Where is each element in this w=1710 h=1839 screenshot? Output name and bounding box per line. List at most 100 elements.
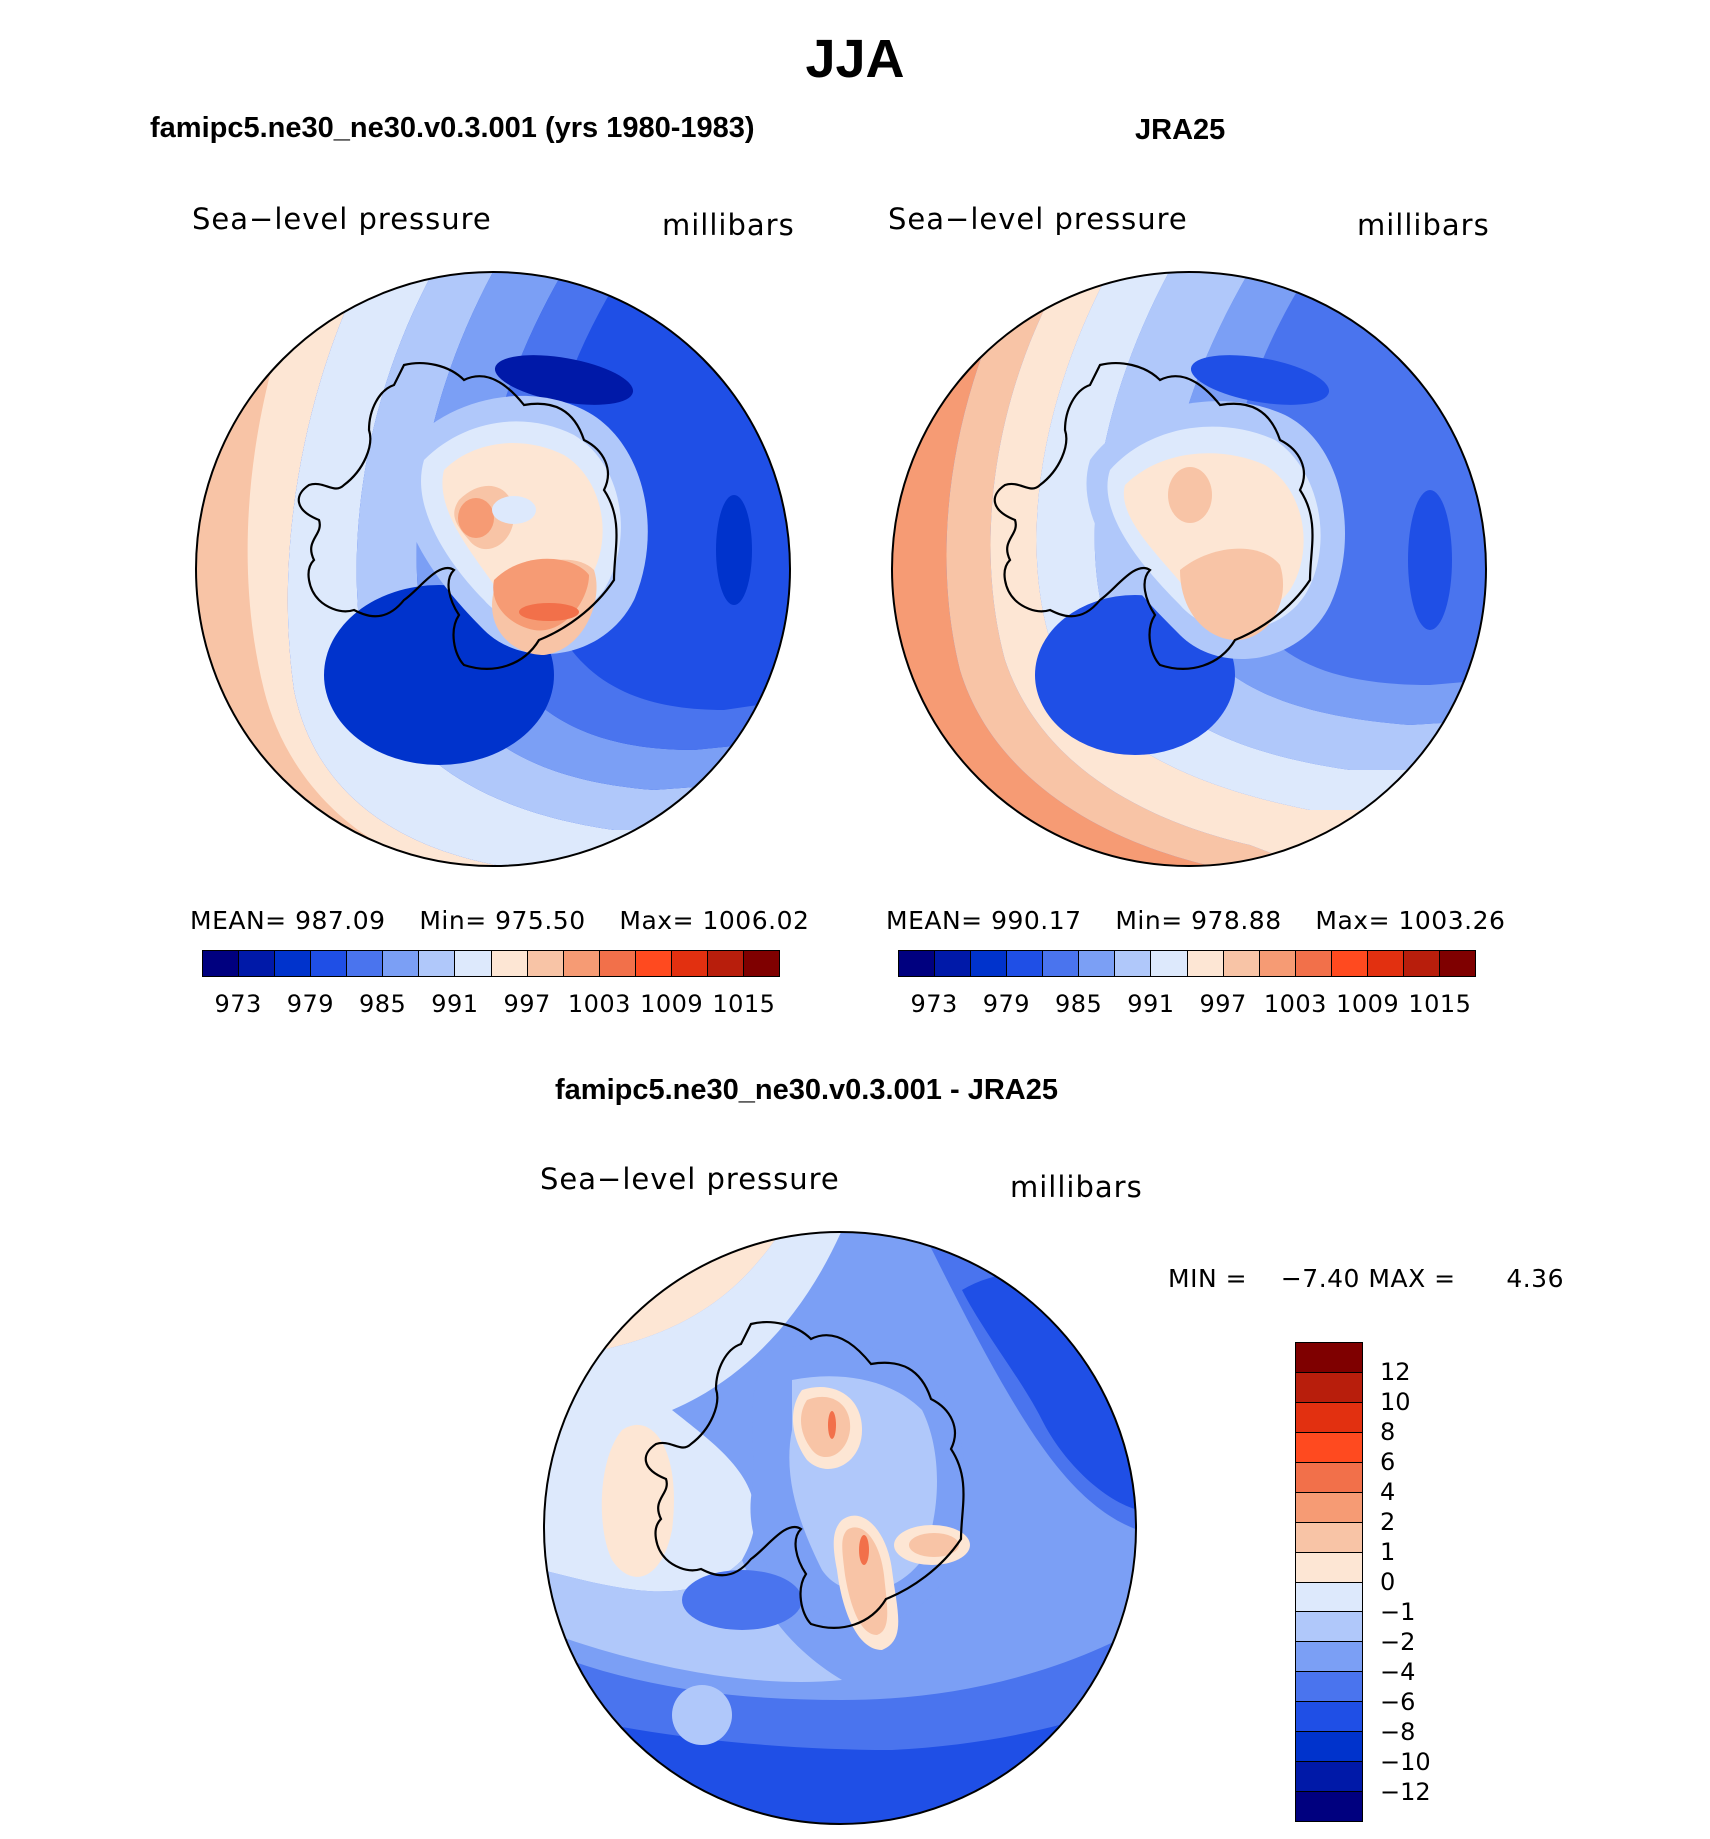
colorbar-box (1367, 951, 1404, 976)
obs-max-value: 1003.26 (1398, 906, 1506, 935)
model-colorbar-ticks: 973 979 985 991 997 1003 1009 1015 (202, 990, 780, 1020)
colorbar-tick-label: 991 (1127, 990, 1175, 1018)
colorbar-box (347, 951, 384, 976)
colorbar-box (743, 951, 779, 976)
colorbar-tick-label: 1015 (1408, 990, 1472, 1018)
colorbar-tick-label: −4 (1380, 1658, 1416, 1686)
colorbar-box (899, 951, 936, 976)
diff-min-label: MIN = (1168, 1264, 1248, 1293)
obs-max-label: Max= (1315, 906, 1391, 935)
colorbar-box (935, 951, 972, 976)
colorbar-tick-label: −12 (1380, 1778, 1431, 1806)
colorbar-box (1296, 1522, 1362, 1553)
colorbar-box (1296, 1612, 1362, 1643)
model-panel-title: famipc5.ne30_ne30.v0.3.001 (yrs 1980-198… (150, 112, 755, 144)
model-variable-label: Sea−level pressure (192, 202, 492, 236)
colorbar-box (1296, 1792, 1362, 1821)
colorbar-box (1296, 1492, 1362, 1523)
colorbar-box (671, 951, 708, 976)
colorbar-tick-label: 1003 (567, 990, 631, 1018)
colorbar-box (275, 951, 312, 976)
diff-colorbar (1295, 1342, 1363, 1822)
colorbar-box (1331, 951, 1368, 976)
colorbar-tick-label: −8 (1380, 1718, 1416, 1746)
colorbar-tick-label: −6 (1380, 1688, 1416, 1716)
colorbar-box (707, 951, 744, 976)
colorbar-box (635, 951, 672, 976)
colorbar-tick-label: 12 (1380, 1358, 1411, 1386)
colorbar-box (1296, 1642, 1362, 1673)
colorbar-box (1079, 951, 1116, 976)
colorbar-box (1296, 1732, 1362, 1763)
colorbar-box (203, 951, 240, 976)
colorbar-box (1296, 1462, 1362, 1493)
colorbar-box (1187, 951, 1224, 976)
colorbar-box (1439, 951, 1475, 976)
model-mean-value: 987.09 (295, 906, 386, 935)
colorbar-tick-label: 10 (1380, 1388, 1411, 1416)
diff-panel-title: famipc5.ne30_ne30.v0.3.001 - JRA25 (555, 1074, 1058, 1106)
colorbar-box (1295, 951, 1332, 976)
diff-max-label: MAX = (1368, 1264, 1456, 1293)
colorbar-box (599, 951, 636, 976)
colorbar-box (1007, 951, 1044, 976)
model-stats: MEAN= 987.09 Min= 975.50 Max= 1006.02 (190, 906, 809, 935)
obs-min-label: Min= (1115, 906, 1183, 935)
colorbar-box (419, 951, 456, 976)
colorbar-tick-label: 2 (1380, 1508, 1396, 1536)
model-units-label: millibars (662, 208, 795, 242)
obs-panel-title: JRA25 (1135, 114, 1226, 146)
obs-min-value: 978.88 (1191, 906, 1282, 935)
obs-mean-value: 990.17 (991, 906, 1082, 935)
diff-units-label: millibars (1010, 1170, 1143, 1204)
colorbar-box (455, 951, 492, 976)
colorbar-box (1296, 1432, 1362, 1463)
colorbar-box (1403, 951, 1440, 976)
colorbar-box (1115, 951, 1152, 976)
obs-variable-label: Sea−level pressure (888, 202, 1188, 236)
colorbar-tick-label: 1003 (1263, 990, 1327, 1018)
diff-minmax: MIN = −7.40 MAX = 4.36 (1168, 1264, 1564, 1293)
colorbar-box (311, 951, 348, 976)
colorbar-box (1296, 1582, 1362, 1613)
colorbar-box (1043, 951, 1080, 976)
colorbar-tick-label: 1015 (712, 990, 776, 1018)
colorbar-tick-label: 6 (1380, 1448, 1396, 1476)
colorbar-tick-label: 4 (1380, 1478, 1396, 1506)
colorbar-box (971, 951, 1008, 976)
colorbar-tick-label: 1 (1380, 1538, 1396, 1566)
colorbar-tick-label: 973 (910, 990, 958, 1018)
colorbar-box (527, 951, 564, 976)
colorbar-box (239, 951, 276, 976)
colorbar-box (1296, 1552, 1362, 1583)
obs-colorbar-ticks: 973 979 985 991 997 1003 1009 1015 (898, 990, 1476, 1020)
model-min-value: 975.50 (495, 906, 586, 935)
main-title: JJA (805, 29, 905, 89)
colorbar-box (383, 951, 420, 976)
colorbar-box (1151, 951, 1188, 976)
model-mean-label: MEAN= (190, 906, 287, 935)
colorbar-tick-label: 997 (503, 990, 551, 1018)
colorbar-tick-label: 991 (431, 990, 479, 1018)
colorbar-tick-label: −1 (1380, 1598, 1416, 1626)
model-min-label: Min= (419, 906, 487, 935)
colorbar-box (1296, 1672, 1362, 1703)
obs-polar-map (891, 271, 1487, 867)
model-max-value: 1006.02 (702, 906, 810, 935)
colorbar-tick-label: 985 (358, 990, 407, 1018)
diff-variable-label: Sea−level pressure (540, 1162, 840, 1196)
colorbar-tick-label: 985 (1054, 990, 1103, 1018)
colorbar-box (1296, 1372, 1362, 1403)
colorbar-box (1296, 1343, 1362, 1373)
model-polar-map (195, 271, 791, 867)
model-max-label: Max= (619, 906, 695, 935)
diff-polar-map (543, 1231, 1137, 1825)
colorbar-box (1259, 951, 1296, 976)
diff-colorbar-ticks: 12 10 8 6 4 2 1 0 −1 −2 −4 −6 −8 −10 −12 (1380, 1342, 1460, 1822)
model-colorbar (202, 950, 780, 977)
colorbar-tick-label: 979 (286, 990, 335, 1018)
colorbar-tick-label: 997 (1199, 990, 1247, 1018)
colorbar-box (491, 951, 528, 976)
obs-units-label: millibars (1357, 208, 1490, 242)
colorbar-box (1296, 1762, 1362, 1793)
